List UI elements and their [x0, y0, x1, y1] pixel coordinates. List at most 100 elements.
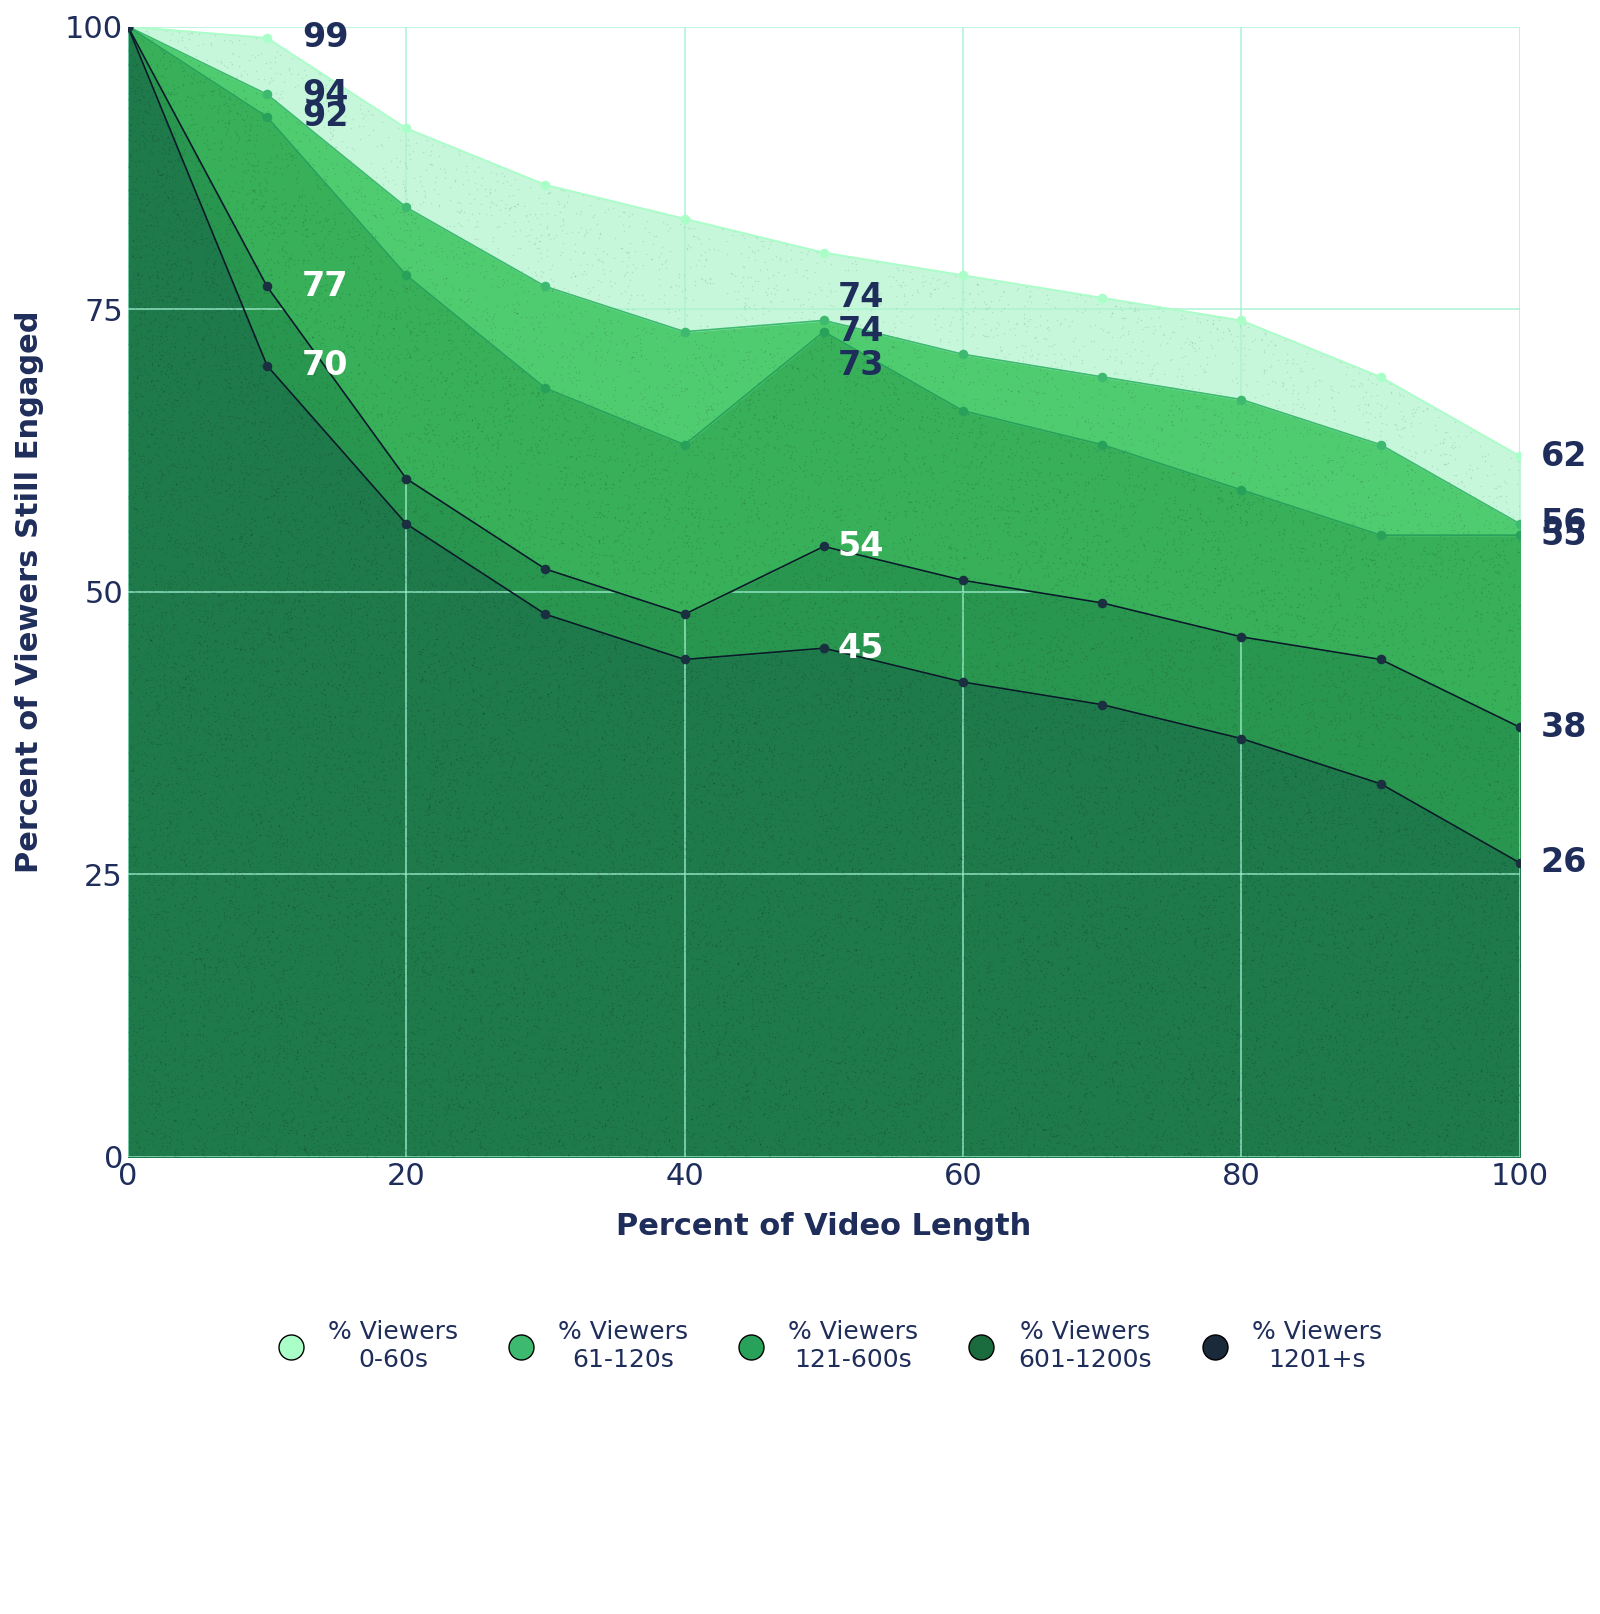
Point [1334, 1015, 1360, 1041]
Point [366, 299, 392, 324]
Point [186, 822, 211, 847]
Point [688, 721, 714, 747]
Point [619, 539, 645, 565]
Point [376, 542, 402, 568]
Point [846, 528, 872, 554]
Point [322, 1028, 347, 1054]
Point [128, 355, 154, 381]
Point [1296, 780, 1322, 805]
Point [830, 421, 856, 447]
Point [237, 426, 262, 452]
Point [1118, 815, 1144, 841]
Point [1013, 437, 1038, 463]
Point [882, 1023, 907, 1049]
Point [480, 1098, 506, 1123]
Point [304, 713, 330, 739]
Point [1496, 780, 1522, 805]
Point [1283, 759, 1309, 784]
Point [467, 659, 493, 684]
Point [1133, 1104, 1158, 1130]
Point [333, 876, 358, 902]
Point [544, 1120, 570, 1146]
Point [181, 815, 206, 841]
Point [960, 742, 986, 768]
Point [1070, 1109, 1096, 1135]
Point [154, 702, 179, 728]
Point [1200, 412, 1226, 437]
Point [731, 857, 757, 883]
Point [661, 859, 686, 884]
Point [656, 886, 682, 912]
Point [1234, 1049, 1259, 1075]
Point [1203, 859, 1229, 884]
Point [829, 617, 854, 642]
Point [405, 697, 430, 723]
Point [461, 318, 486, 344]
Point [902, 1128, 928, 1154]
Point [464, 744, 490, 770]
Point [552, 471, 578, 497]
Point [1461, 649, 1486, 675]
Point [934, 702, 960, 728]
Point [485, 739, 510, 765]
Point [784, 1112, 810, 1138]
Point [830, 870, 856, 896]
Point [133, 483, 158, 508]
Point [994, 738, 1019, 763]
Point [1070, 986, 1096, 1012]
Point [221, 386, 246, 412]
Point [250, 328, 275, 353]
Point [680, 978, 706, 1004]
Point [336, 967, 362, 993]
Point [568, 300, 594, 326]
Point [683, 660, 709, 686]
Point [1357, 1089, 1382, 1115]
Point [1366, 1106, 1392, 1131]
Point [650, 1089, 675, 1115]
Point [747, 699, 773, 725]
Point [523, 224, 549, 250]
Point [1163, 392, 1189, 418]
Point [1048, 912, 1074, 938]
Point [546, 671, 571, 697]
Point [627, 379, 653, 405]
Point [1462, 970, 1488, 996]
Point [1322, 959, 1347, 985]
Point [416, 965, 442, 991]
Point [726, 1064, 752, 1089]
Point [787, 749, 813, 775]
Point [805, 738, 830, 763]
Point [245, 107, 270, 132]
Point [243, 872, 269, 897]
Point [1133, 1051, 1158, 1077]
Point [1290, 608, 1315, 634]
Point [739, 975, 765, 1001]
Point [1293, 1133, 1318, 1159]
Point [864, 983, 890, 1009]
Point [630, 817, 656, 843]
Point [1022, 683, 1048, 709]
Point [1192, 1023, 1218, 1049]
Point [886, 273, 912, 299]
Point [1170, 725, 1195, 751]
Point [946, 960, 971, 986]
Point [312, 973, 338, 999]
Point [720, 771, 746, 797]
Point [704, 665, 730, 691]
Point [1146, 910, 1171, 936]
Point [1019, 581, 1045, 607]
Point [1338, 1107, 1363, 1133]
Point [149, 843, 174, 868]
Point [395, 1114, 421, 1139]
Point [619, 671, 645, 697]
Point [341, 962, 366, 988]
Point [192, 510, 218, 536]
Point [227, 755, 253, 781]
Point [718, 1141, 744, 1167]
Point [1485, 1046, 1510, 1072]
Point [986, 497, 1011, 523]
Point [1003, 788, 1029, 813]
Point [816, 807, 842, 833]
Point [634, 1120, 659, 1146]
Point [1288, 691, 1314, 717]
